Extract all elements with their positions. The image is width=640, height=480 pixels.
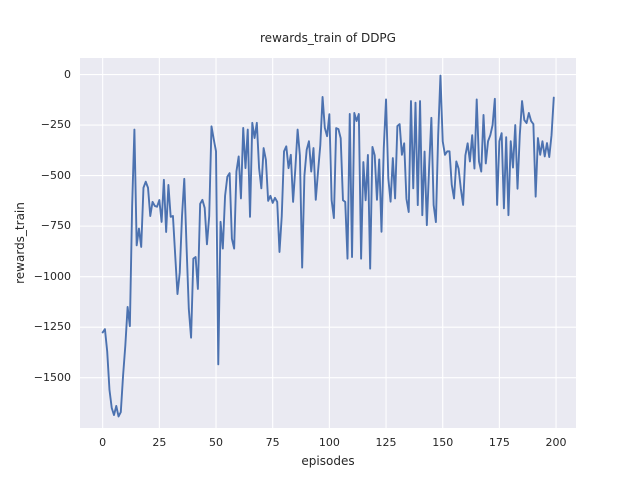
x-tick-label: 25 (152, 436, 167, 449)
y-tick-label: −1500 (33, 370, 71, 384)
x-tick-label: 0 (99, 436, 107, 449)
y-tick-label: −1250 (33, 320, 71, 334)
x-tick-label: 150 (432, 436, 454, 449)
y-tick-label: −1000 (33, 269, 71, 283)
reward-line (101, 74, 555, 418)
x-tick-label: 100 (318, 436, 340, 449)
y-tick-label: 0 (64, 67, 71, 81)
x-tick-label: 50 (209, 436, 223, 449)
y-tick-label: −250 (40, 118, 71, 132)
y-tick-label: −750 (40, 219, 71, 233)
x-tick-label: 175 (488, 436, 510, 449)
y-tick-label: −500 (40, 168, 71, 182)
x-tick-label: 200 (545, 436, 567, 449)
x-tick-label: 125 (375, 436, 397, 449)
x-tick-label: 75 (265, 436, 280, 449)
plot-background (80, 58, 576, 428)
chart-title: rewards_train of DDPG (260, 31, 396, 45)
x-axis-label: episodes (301, 454, 355, 468)
